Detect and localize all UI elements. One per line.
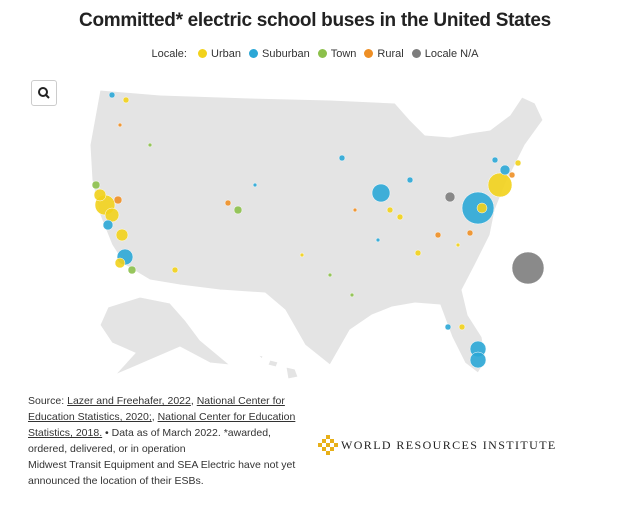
bubble[interactable] <box>117 122 123 128</box>
bubble[interactable] <box>514 159 522 167</box>
legend-item[interactable]: Urban <box>198 48 241 60</box>
bubble[interactable] <box>476 202 488 214</box>
bubble[interactable] <box>113 195 123 205</box>
bubble[interactable] <box>458 323 466 331</box>
legend-swatch <box>198 49 208 58</box>
legend-item[interactable]: Locale N/A <box>411 48 479 60</box>
bubble[interactable] <box>414 249 422 257</box>
bubble[interactable] <box>455 242 461 248</box>
source-link[interactable]: Lazer and Freehafer, 2022 <box>67 395 191 407</box>
legend-text: Town <box>330 48 357 60</box>
map[interactable] <box>0 75 630 385</box>
legend-text: Suburban <box>262 48 310 60</box>
legend-item[interactable]: Town <box>317 48 357 60</box>
bubble[interactable] <box>252 182 258 188</box>
search-button[interactable] <box>31 80 57 106</box>
legend-text: Locale N/A <box>424 48 479 60</box>
bubble[interactable] <box>434 231 442 239</box>
bubble[interactable] <box>102 219 114 231</box>
bubble[interactable] <box>299 252 305 258</box>
source-link[interactable]: National Center for Education Statistics… <box>28 395 285 423</box>
bubble[interactable] <box>466 229 474 237</box>
footnote: Midwest Transit Equipment and SEA Electr… <box>28 459 296 487</box>
search-icon <box>38 87 50 99</box>
bubble[interactable] <box>491 156 499 164</box>
bubble[interactable] <box>115 228 129 242</box>
hawaii <box>256 354 299 380</box>
bubble[interactable] <box>375 237 381 243</box>
bubble[interactable] <box>224 199 232 207</box>
alaska <box>99 296 232 376</box>
bubble[interactable] <box>352 207 358 213</box>
bubble[interactable] <box>122 96 130 104</box>
bubble[interactable] <box>93 188 107 202</box>
mainland <box>89 89 544 374</box>
legend-swatch <box>249 49 258 58</box>
bubble[interactable] <box>508 171 516 179</box>
legend-text: Urban <box>211 48 241 60</box>
source-prefix: Source: <box>28 395 68 407</box>
bubble[interactable] <box>327 272 333 278</box>
legend-item[interactable]: Rural <box>364 48 404 60</box>
source-link[interactable]: National Center for Education Statistics… <box>28 411 296 439</box>
separator: , <box>151 411 158 423</box>
bubble[interactable] <box>108 91 116 99</box>
title: Committed* electric school buses in the … <box>79 10 551 31</box>
bubble[interactable] <box>127 265 137 275</box>
legend-swatch <box>364 49 374 58</box>
bubble[interactable] <box>371 183 391 203</box>
logo-mark <box>318 435 338 455</box>
bubble[interactable] <box>171 266 179 274</box>
bubble[interactable] <box>511 251 545 285</box>
source-note: • Data as of March 2022. *awarded, order… <box>28 427 271 455</box>
bubble[interactable] <box>91 180 101 190</box>
bubble[interactable] <box>233 205 243 215</box>
bubble[interactable] <box>338 154 346 162</box>
bubble[interactable] <box>444 191 456 203</box>
bubble[interactable] <box>499 164 511 176</box>
legend-text: Rural <box>377 48 404 60</box>
bubble[interactable] <box>469 351 487 369</box>
legend: Locale: Urban Suburban Town Rural Locale N/A <box>0 48 630 60</box>
bubble[interactable] <box>444 323 452 331</box>
bubble[interactable] <box>147 142 153 148</box>
bubble[interactable] <box>386 206 394 214</box>
bubble[interactable] <box>396 213 404 221</box>
separator: , <box>190 395 197 407</box>
source: Source: Lazer and Freehafer, 2022, Natio… <box>28 393 303 489</box>
legend-swatch <box>411 49 421 58</box>
legend-item[interactable]: Suburban <box>249 48 310 60</box>
bubble[interactable] <box>406 176 414 184</box>
legend-swatch <box>317 49 327 58</box>
bubble[interactable] <box>487 172 513 198</box>
bubble[interactable] <box>114 257 126 269</box>
legend-label: Locale: <box>151 48 187 60</box>
bubble[interactable] <box>349 292 355 298</box>
logo-text: WORLD RESOURCES INSTITUTE <box>341 438 557 452</box>
